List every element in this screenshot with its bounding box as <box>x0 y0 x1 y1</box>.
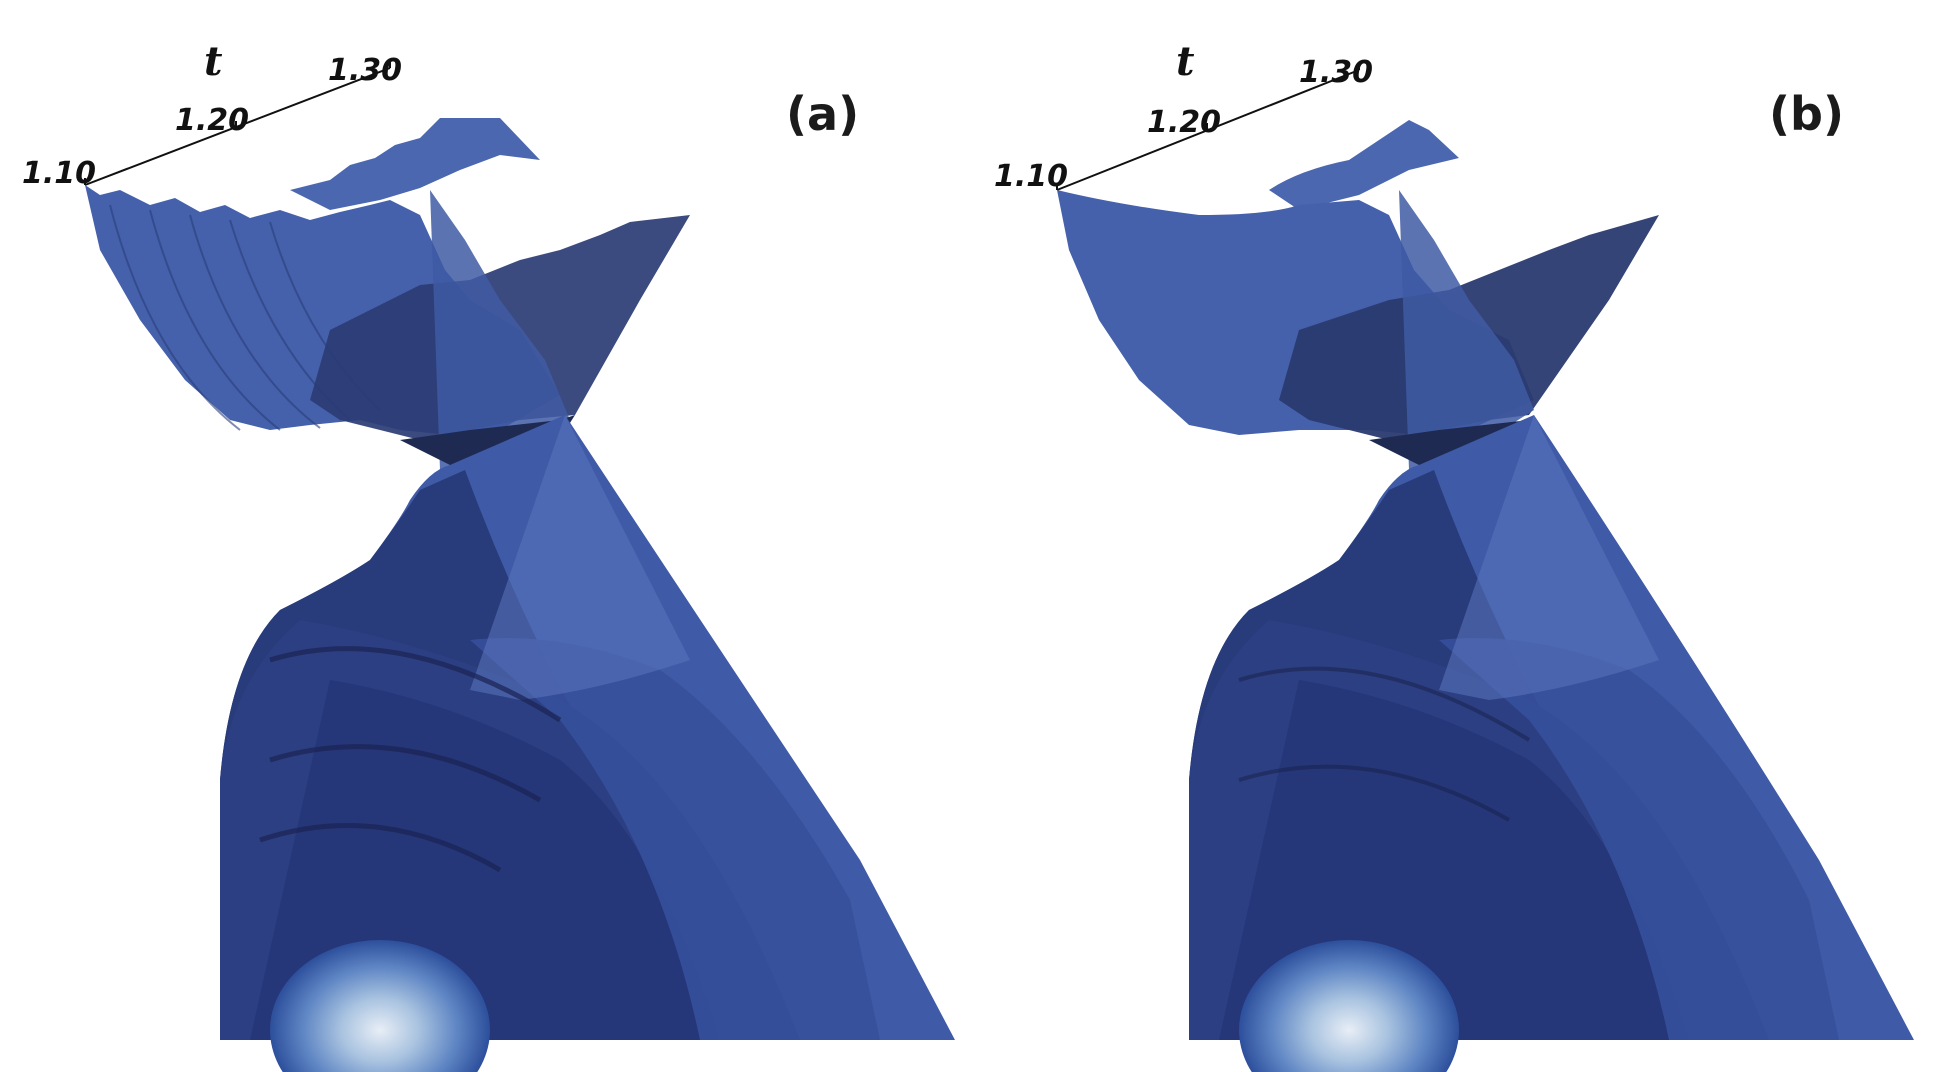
tick-label: 1.20 <box>1147 105 1221 140</box>
lower-body <box>220 415 955 1072</box>
time-axis: t 1.10 1.20 1.30 <box>994 38 1373 194</box>
tick-label: 1.30 <box>328 53 402 88</box>
upper-surface <box>85 118 690 440</box>
surface-plot-a: t 1.10 1.20 1.30 <box>22 38 955 1072</box>
tick-label: 1.20 <box>175 103 249 138</box>
panel-b: t 1.10 1.20 1.30 (b) <box>969 0 1938 1072</box>
panel-label: (b) <box>1769 87 1844 141</box>
axis-title: t <box>204 38 223 85</box>
surface-plot-b: t 1.10 1.20 1.30 (b) <box>994 38 1914 1072</box>
tick-label: 1.10 <box>22 156 96 191</box>
lower-body <box>1189 415 1914 1072</box>
axis-title: t <box>1176 38 1195 85</box>
panel-label: (a) <box>786 87 859 141</box>
time-axis: t 1.10 1.20 1.30 <box>22 38 402 191</box>
tick-label: 1.30 <box>1299 55 1373 90</box>
tick-label: 1.10 <box>994 159 1068 194</box>
panel-a: t 1.10 1.20 1.30 <box>22 38 955 1072</box>
upper-surface <box>1057 120 1659 440</box>
